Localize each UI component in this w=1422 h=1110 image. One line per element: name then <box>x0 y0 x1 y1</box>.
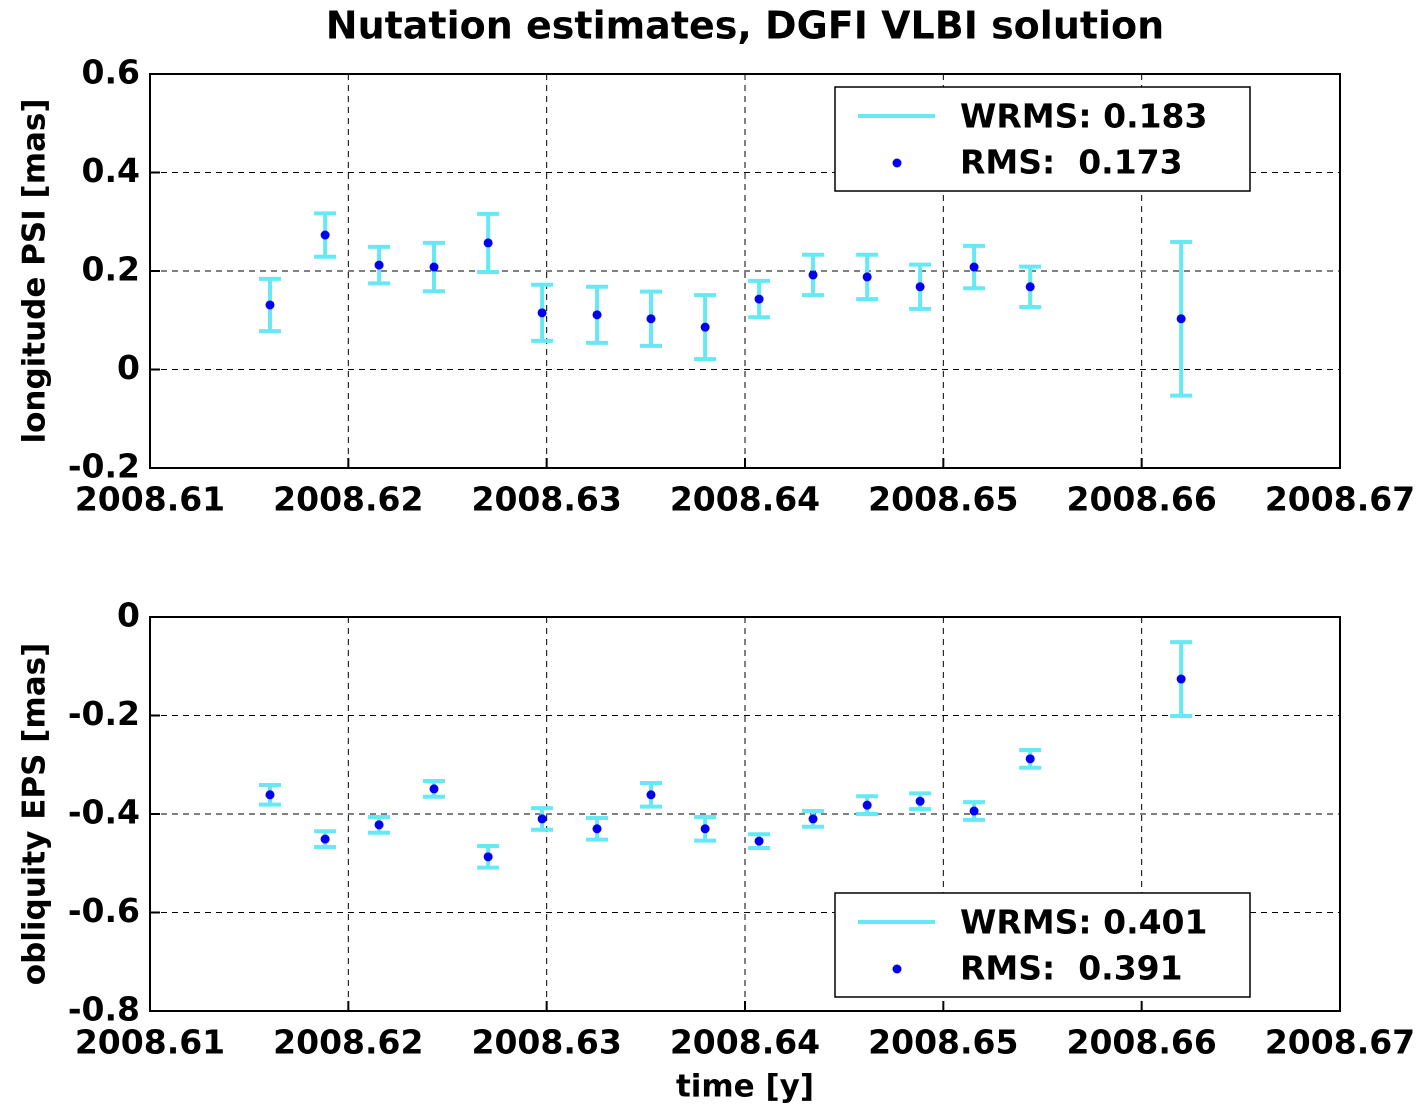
legend-marker <box>892 158 902 168</box>
y-tick-label: -0.4 <box>68 793 140 832</box>
y-tick-label: -0.8 <box>68 990 140 1029</box>
data-point <box>537 308 547 318</box>
x-tick-label: 2008.64 <box>670 1023 820 1062</box>
y-tick-label: -0.2 <box>68 447 140 486</box>
data-point <box>1176 314 1186 324</box>
data-point <box>700 824 710 834</box>
x-tick-label: 2008.62 <box>273 1023 423 1062</box>
legend-label: RMS: 0.173 <box>960 143 1183 182</box>
x-tick-label: 2008.64 <box>670 480 820 519</box>
legend-box <box>834 86 1251 192</box>
x-tick-label: 2008.65 <box>868 1023 1018 1062</box>
x-tick-label: 2008.67 <box>1265 1023 1415 1062</box>
y-tick-label: 0.2 <box>82 250 140 289</box>
legend-marker <box>892 964 902 974</box>
x-tick-label: 2008.63 <box>472 480 622 519</box>
data-point <box>483 238 493 248</box>
y-axis-label: obliquity EPS [mas] <box>17 643 53 985</box>
data-point <box>862 272 872 282</box>
data-point <box>969 806 979 816</box>
x-tick-label: 2008.66 <box>1067 480 1217 519</box>
data-point <box>862 800 872 810</box>
x-tick-label: 2008.67 <box>1265 480 1415 519</box>
x-axis-label: time [y] <box>676 1069 814 1105</box>
data-point <box>320 230 330 240</box>
y-tick-label: 0.4 <box>82 151 140 190</box>
data-point <box>429 262 439 272</box>
data-point <box>1176 674 1186 684</box>
x-tick-label: 2008.61 <box>75 1023 225 1062</box>
legend-label: WRMS: 0.183 <box>960 97 1207 136</box>
data-point <box>429 784 439 794</box>
data-point <box>969 262 979 272</box>
x-tick-label: 2008.63 <box>472 1023 622 1062</box>
data-point <box>374 820 384 830</box>
y-axis-label: longitude PSI [mas] <box>17 98 53 443</box>
data-point <box>808 814 818 824</box>
data-point <box>374 260 384 270</box>
data-point <box>1025 754 1035 764</box>
chart-title: Nutation estimates, DGFI VLBI solution <box>326 4 1164 48</box>
data-point <box>320 834 330 844</box>
y-tick-label: 0 <box>117 596 140 635</box>
data-point <box>265 300 275 310</box>
data-point <box>754 836 764 846</box>
x-tick-label: 2008.62 <box>273 480 423 519</box>
legend-label: RMS: 0.391 <box>960 949 1183 988</box>
data-point <box>646 314 656 324</box>
x-tick-label: 2008.66 <box>1067 1023 1217 1062</box>
data-point <box>808 270 818 280</box>
data-point <box>592 824 602 834</box>
y-tick-label: -0.2 <box>68 694 140 733</box>
data-point <box>646 790 656 800</box>
data-point <box>915 796 925 806</box>
y-tick-label: -0.6 <box>68 891 140 930</box>
data-point <box>1025 282 1035 292</box>
x-tick-label: 2008.65 <box>868 480 1018 519</box>
data-point <box>700 322 710 332</box>
legend-box <box>834 892 1251 998</box>
data-point <box>265 790 275 800</box>
y-tick-label: 0 <box>117 348 140 387</box>
legend-label: WRMS: 0.401 <box>960 903 1207 942</box>
data-point <box>592 310 602 320</box>
data-point <box>915 282 925 292</box>
data-point <box>483 852 493 862</box>
y-tick-label: 0.6 <box>82 53 140 92</box>
data-point <box>754 294 764 304</box>
data-point <box>537 814 547 824</box>
x-tick-label: 2008.61 <box>75 480 225 519</box>
